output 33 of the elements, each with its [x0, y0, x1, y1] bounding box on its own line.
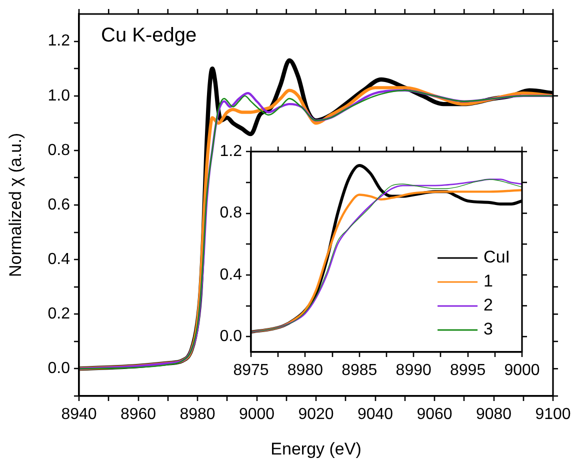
x-tick-label: 8980	[180, 406, 216, 424]
legend-label: 3	[484, 320, 494, 339]
x-tick-label: 9080	[476, 406, 512, 424]
legend-label: 1	[484, 272, 494, 291]
x-tick-label: 9000	[504, 362, 540, 380]
y-tick-label: 0.8	[48, 142, 70, 159]
legend-label: 2	[484, 296, 494, 315]
y-tick-label: 0.0	[220, 328, 242, 345]
x-tick-label: 9020	[298, 406, 334, 424]
x-tick-label: 8995	[450, 362, 486, 380]
x-tick-label: 8975	[233, 362, 269, 380]
x-tick-label: 8980	[287, 362, 324, 380]
x-tick-label: 9000	[238, 406, 275, 424]
y-tick-label: 0.2	[48, 306, 70, 323]
y-tick-label: 1.0	[48, 87, 70, 104]
x-axis-title: Energy (eV)	[270, 439, 362, 458]
y-tick-label: 0.4	[48, 250, 70, 268]
legend-label: CuI	[484, 248, 510, 267]
x-tick-label: 9060	[416, 406, 452, 424]
x-tick-label: 8940	[61, 406, 97, 424]
y-tick-label: 0.4	[220, 266, 242, 284]
x-tick-label: 9100	[535, 406, 571, 424]
y-tick-label: 1.2	[220, 143, 242, 160]
x-tick-label: 8985	[342, 362, 378, 380]
y-axis-title: Normalized χ (a.u.)	[6, 132, 25, 278]
x-tick-label: 9040	[357, 406, 394, 424]
annotation: Cu K-edge	[101, 24, 197, 47]
x-tick-label: 8960	[120, 406, 156, 424]
y-tick-label: 0.8	[220, 204, 242, 222]
y-tick-label: 0.0	[48, 360, 70, 378]
y-tick-label: 1.2	[48, 32, 70, 50]
x-tick-label: 8990	[396, 362, 432, 380]
y-tick-label: 0.6	[48, 196, 70, 214]
